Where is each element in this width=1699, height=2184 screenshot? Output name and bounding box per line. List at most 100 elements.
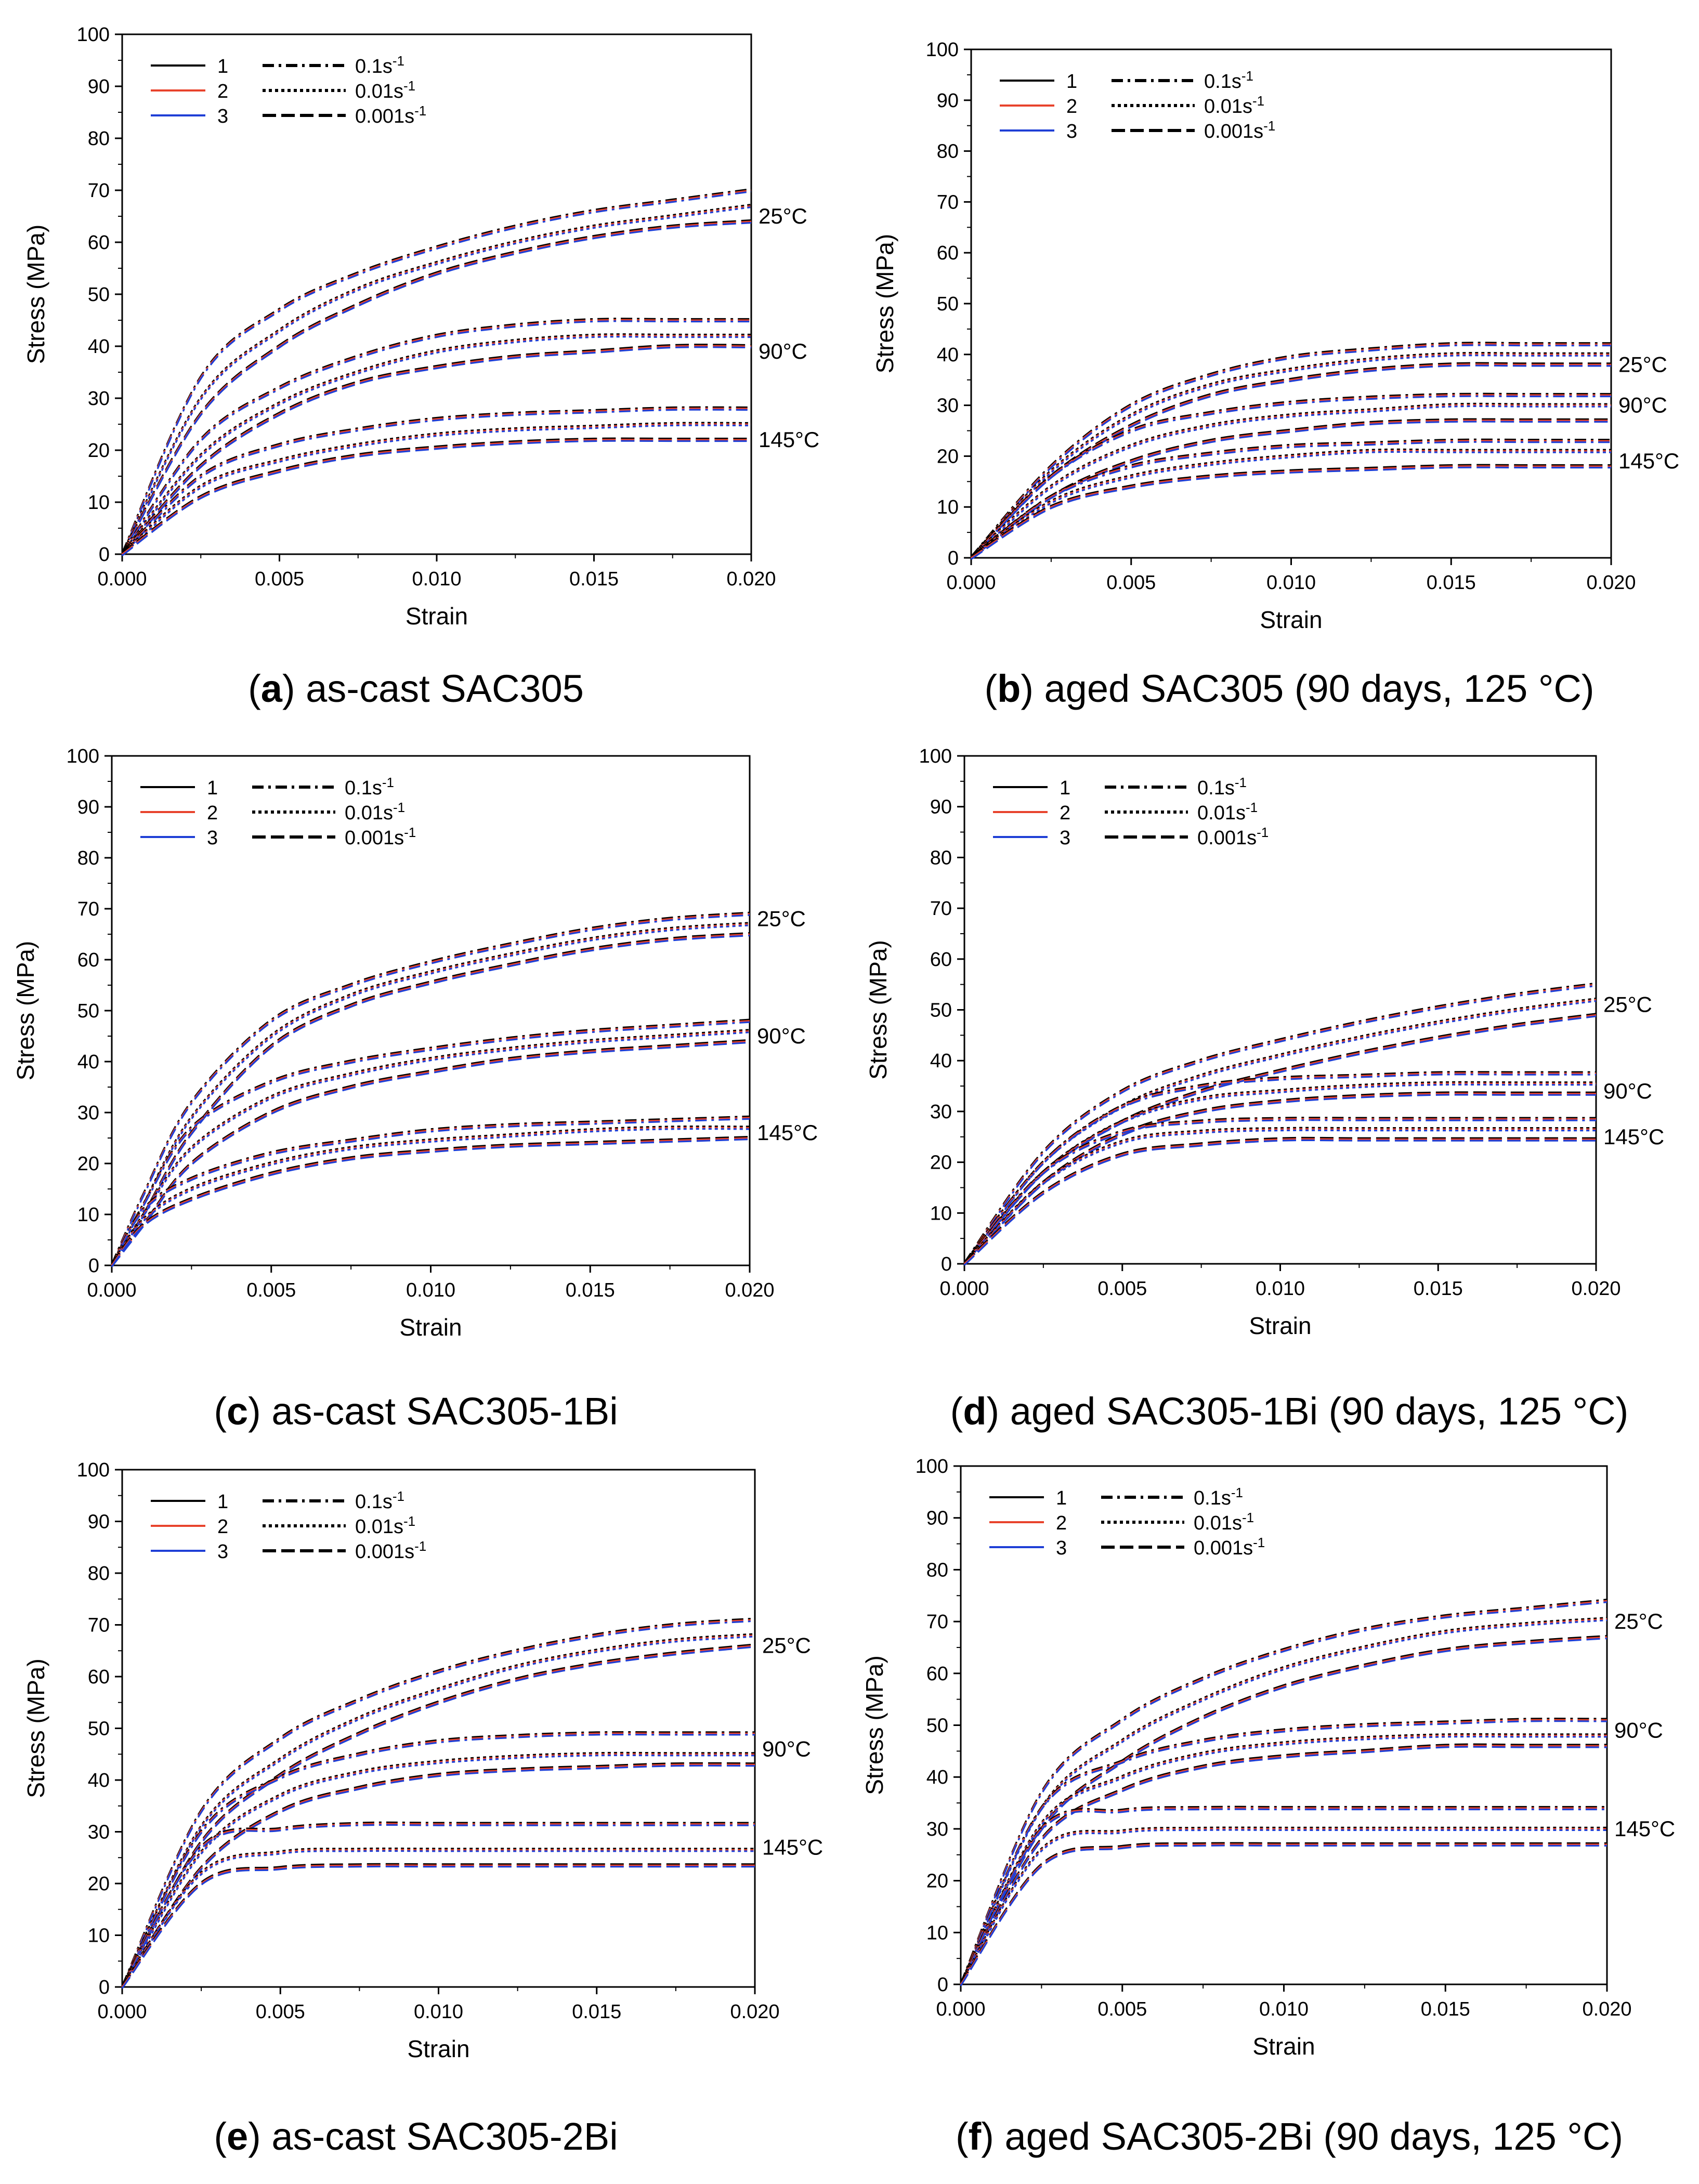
series-line-9-sample-3 (960, 1845, 1607, 1986)
y-tick-label: 50 (926, 1715, 948, 1737)
legend-sample-label: 1 (1060, 777, 1070, 799)
series-line-4-sample-2 (963, 1072, 1596, 1264)
legend-sample-label: 1 (217, 1491, 228, 1513)
legend-rate-label: 0.01s-1 (1197, 800, 1258, 824)
series-line-6-sample-1 (121, 1762, 755, 1986)
x-tick-label: 0.000 (946, 572, 996, 594)
y-tick-label: 0 (941, 1253, 952, 1275)
series-line-1-sample-3 (963, 985, 1597, 1266)
temperature-label: 145°C (762, 1835, 823, 1859)
y-tick-label: 30 (937, 395, 959, 417)
legend-rate-label: 0.01s-1 (355, 78, 415, 102)
y-tick-label: 10 (77, 1204, 99, 1226)
legend-sample-label: 3 (1056, 1537, 1067, 1559)
series-line-7-sample-3 (121, 1824, 755, 1989)
series-line-7-sample-3 (971, 441, 1611, 560)
temperature-label: 145°C (1614, 1816, 1675, 1841)
legend-rate-base: 0.1s (1204, 71, 1241, 93)
y-tick-label: 80 (930, 847, 952, 869)
temperature-label: 25°C (759, 204, 807, 228)
y-tick-label: 50 (930, 1000, 952, 1022)
y-tick-label: 60 (88, 232, 110, 254)
y-tick-label: 10 (926, 1922, 948, 1944)
y-tick-label: 60 (77, 949, 99, 971)
series-line-5-sample-2 (970, 404, 1611, 559)
legend-rate-base: 0.01s (345, 802, 393, 824)
series-line-2-sample-2 (111, 923, 750, 1266)
legend-rate-exponent: -1 (1231, 1485, 1243, 1500)
series-line-7-sample-2 (963, 1118, 1596, 1265)
series-line-1-sample-2 (963, 984, 1597, 1264)
y-tick-label: 70 (937, 191, 959, 213)
x-tick-label: 0.015 (566, 1279, 615, 1301)
series-line-2-sample-1 (121, 1633, 755, 1986)
legend-rate-base: 0.01s (355, 81, 403, 102)
series-line-1-sample-3 (111, 914, 750, 1267)
legend-rate-base: 0.1s (355, 1491, 393, 1513)
series-line-3-sample-3 (121, 1646, 755, 1989)
legend-rate-base: 0.1s (1197, 777, 1235, 799)
y-tick-label: 0 (99, 544, 110, 566)
legend-rate-base: 0.01s (1197, 802, 1246, 824)
legend-rate-base: 0.001s (1204, 121, 1263, 142)
y-tick-label: 70 (930, 898, 952, 920)
temperature-label: 145°C (1603, 1124, 1664, 1149)
y-axis-label: Stress (MPa) (22, 1658, 49, 1798)
y-tick-label: 20 (937, 446, 959, 467)
legend-rate-exponent: -1 (1242, 1510, 1254, 1525)
y-tick-label: 40 (77, 1051, 99, 1073)
series-line-7-sample-2 (960, 1807, 1607, 1985)
series-line-5-sample-3 (121, 336, 751, 556)
legend-sample-label: 2 (217, 1516, 228, 1538)
legend-rate-exponent: -1 (382, 775, 394, 790)
y-tick-label: 30 (77, 1102, 99, 1124)
series-line-4-sample-1 (121, 318, 751, 554)
y-tick-label: 100 (77, 1459, 110, 1481)
series-line-1-sample-2 (960, 1600, 1607, 1985)
legend-sample-label: 3 (217, 106, 228, 127)
series-line-6-sample-1 (121, 344, 752, 554)
legend-rate-base: 0.001s (355, 106, 414, 127)
legend-rate-base: 0.01s (355, 1516, 403, 1538)
series-line-3-sample-3 (960, 1637, 1607, 1986)
series-line-2-sample-3 (121, 206, 752, 556)
series-line-4-sample-3 (960, 1720, 1607, 1986)
x-tick-label: 0.010 (1259, 1998, 1309, 2020)
legend-rate-exponent: -1 (403, 78, 415, 94)
series-line-2-sample-3 (960, 1619, 1607, 1986)
y-tick-label: 10 (930, 1202, 952, 1224)
series-line-9-sample-2 (111, 1137, 750, 1266)
caption-paren-close: ) (248, 1390, 271, 1433)
y-tick-label: 100 (67, 746, 99, 767)
x-tick-label: 0.015 (1414, 1278, 1463, 1300)
y-tick-label: 20 (88, 1873, 110, 1895)
legend-rate-base: 0.001s (345, 827, 404, 849)
plot-frame (121, 33, 752, 555)
series-line-4-sample-3 (121, 320, 751, 556)
series-line-9-sample-3 (121, 1865, 755, 1989)
series-line-4-sample-2 (121, 1732, 755, 1987)
y-tick-label: 60 (937, 242, 959, 264)
y-tick-label: 80 (926, 1559, 948, 1581)
series-line-9-sample-2 (971, 465, 1611, 559)
y-tick-label: 0 (88, 1255, 99, 1277)
x-tick-label: 0.015 (569, 568, 619, 590)
series-line-8-sample-2 (111, 1127, 750, 1266)
series-line-6-sample-3 (111, 1041, 750, 1267)
series-line-1-sample-3 (960, 1601, 1607, 1986)
x-tick-label: 0.010 (414, 2001, 463, 2023)
legend-rate-label: 0.001s-1 (1197, 825, 1269, 849)
series-line-9-sample-3 (971, 466, 1611, 560)
y-tick-label: 100 (916, 1456, 948, 1477)
caption-letter: b (997, 667, 1021, 710)
series-line-2-sample-2 (970, 353, 1611, 559)
series-line-8-sample-2 (121, 1849, 755, 1987)
legend-rate-label: 0.1s-1 (345, 775, 394, 799)
series-line-4-sample-1 (121, 1731, 755, 1986)
legend-rate-exponent: -1 (393, 800, 405, 815)
legend-sample-label: 2 (1056, 1512, 1067, 1534)
legend-rate-label: 0.01s-1 (345, 800, 405, 824)
legend-rate-exponent: -1 (1241, 68, 1253, 84)
legend-rate-base: 0.01s (1204, 96, 1252, 117)
series-line-7-sample-1 (121, 406, 752, 554)
